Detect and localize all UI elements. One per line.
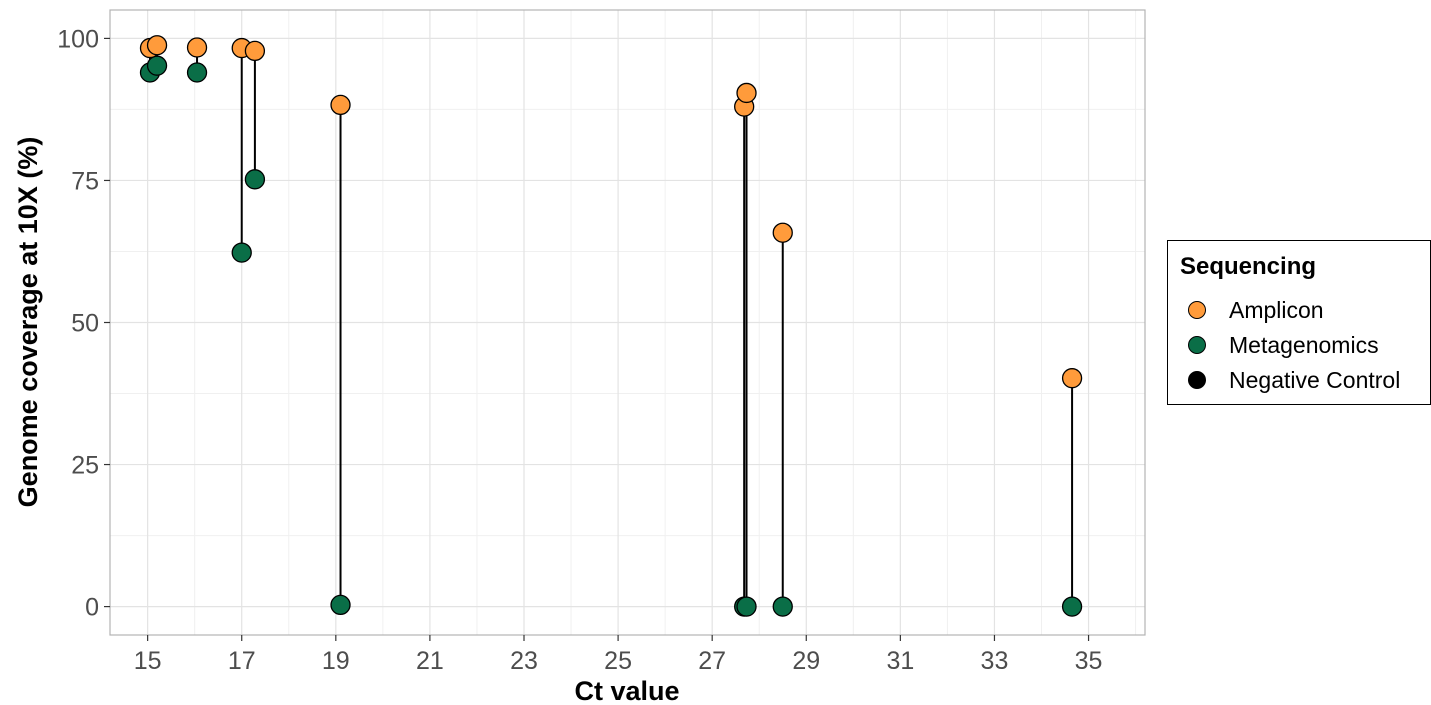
x-tick-label: 21 xyxy=(416,647,444,675)
point-amplicon xyxy=(186,37,208,58)
legend-swatch-amplicon xyxy=(1188,301,1206,319)
x-axis-title: Ct value xyxy=(574,676,679,705)
legend-swatch-metagenomics xyxy=(1188,336,1206,354)
chart: 1517192123252729313335NC0255075100 Ct va… xyxy=(13,9,1146,705)
point-metagenomics xyxy=(244,169,266,190)
y-axis-title: Genome coverage at 10X (%) xyxy=(13,137,43,508)
y-tick-label: 100 xyxy=(57,25,99,53)
legend-item-amplicon: Amplicon xyxy=(1188,295,1324,325)
legend-swatch-negative-control xyxy=(1188,371,1206,389)
grid xyxy=(110,10,1145,635)
legend-label-negative-control: Negative Control xyxy=(1229,366,1401,393)
legend-label-metagenomics: Metagenomics xyxy=(1229,331,1379,358)
stems xyxy=(148,45,1074,607)
point-amplicon xyxy=(244,40,266,62)
point-amplicon xyxy=(146,35,168,56)
point-metagenomics xyxy=(186,62,208,83)
point-metagenomics xyxy=(736,596,757,617)
x-tick-label: 35 xyxy=(1075,647,1103,675)
x-tick-label: 27 xyxy=(698,647,726,675)
y-tick-label: 50 xyxy=(71,310,99,338)
point-metagenomics xyxy=(772,596,793,617)
point-metagenomics xyxy=(330,594,351,616)
x-tick-label: 17 xyxy=(228,647,256,675)
legend: Sequencing Amplicon Metagenomics Negativ… xyxy=(1167,240,1431,405)
point-metagenomics xyxy=(231,242,252,263)
point-metagenomics xyxy=(1061,596,1083,617)
legend-label-amplicon: Amplicon xyxy=(1229,296,1324,323)
y-tick-label: 0 xyxy=(85,594,99,622)
point-amplicon xyxy=(330,94,351,116)
x-tick-label: 25 xyxy=(604,647,632,675)
legend-item-metagenomics: Metagenomics xyxy=(1188,330,1379,360)
point-amplicon xyxy=(772,222,793,243)
x-tick-label: 31 xyxy=(886,647,914,675)
x-tick-label: 29 xyxy=(792,647,820,675)
x-tick-label: 23 xyxy=(510,647,538,675)
x-tick-label: 15 xyxy=(134,647,162,675)
y-tick-label: 75 xyxy=(71,167,99,195)
points xyxy=(139,35,1083,617)
x-tick-label: 19 xyxy=(322,647,350,675)
legend-title: Sequencing xyxy=(1180,253,1317,280)
ticks: 1517192123252729313335NC0255075100 xyxy=(57,25,1103,675)
point-metagenomics xyxy=(146,55,168,76)
x-tick-label: 33 xyxy=(981,647,1009,675)
point-amplicon xyxy=(1061,368,1083,389)
point-amplicon xyxy=(736,82,757,104)
y-tick-label: 25 xyxy=(71,452,99,480)
legend-item-negative-control: Negative Control xyxy=(1188,365,1400,395)
